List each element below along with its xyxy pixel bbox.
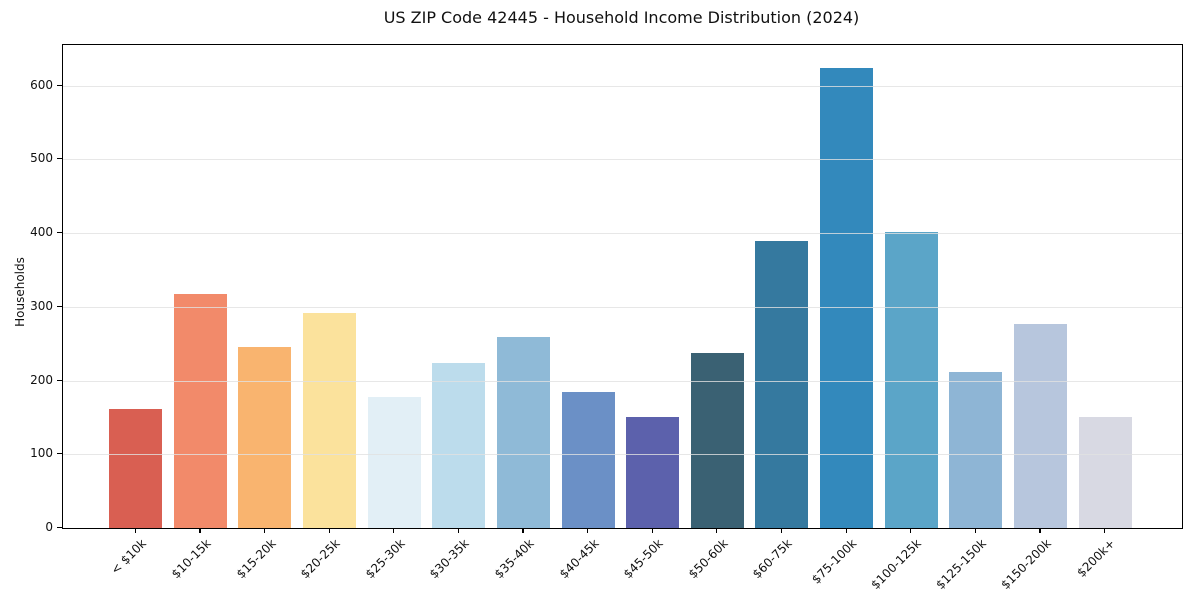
x-tick-mark-$50-60k bbox=[716, 528, 718, 533]
x-tick-mark-$15-20k bbox=[263, 528, 266, 533]
chart-title: US ZIP Code 42445 - Household Income Dis… bbox=[383, 8, 860, 27]
x-tick-label-$10-15k: $10-15k bbox=[168, 536, 214, 582]
y-tick-mark-300 bbox=[57, 305, 62, 307]
bar-$20-25k bbox=[303, 313, 357, 528]
gridline-600 bbox=[63, 85, 1182, 87]
gridline-400 bbox=[63, 233, 1182, 235]
y-tick-mark-400 bbox=[57, 232, 62, 234]
bar-$150-200k bbox=[1013, 323, 1067, 528]
gridline-500 bbox=[63, 159, 1182, 161]
x-tick-mark-$20-25k bbox=[328, 528, 330, 533]
x-tick-label-$200k+: $200k+ bbox=[1074, 536, 1119, 580]
x-tick-label-$20-25k: $20-25k bbox=[297, 536, 343, 582]
bar-$35-40k bbox=[496, 337, 550, 528]
bar-$200k+ bbox=[1078, 417, 1132, 528]
bar-$10-15k bbox=[173, 293, 227, 528]
x-tick-label-$125-150k: $125-150k bbox=[933, 536, 989, 590]
y-tick-mark-500 bbox=[57, 158, 62, 160]
x-tick-label-$40-45k: $40-45k bbox=[556, 536, 602, 582]
x-tick-label-$60-75k: $60-75k bbox=[750, 536, 796, 582]
bar-$45-50k bbox=[626, 417, 680, 528]
y-tick-mark-200 bbox=[57, 379, 62, 381]
y-tick-label-300: 300 bbox=[30, 298, 53, 313]
x-tick-label-$75-100k: $75-100k bbox=[809, 536, 860, 587]
x-tick-label-$150-200k: $150-200k bbox=[997, 536, 1054, 590]
x-tick-mark-$60-75k bbox=[780, 528, 783, 533]
x-tick-label-$25-30k: $25-30k bbox=[362, 536, 408, 582]
bar-$60-75k bbox=[755, 241, 809, 528]
x-tick-label-< $10k: < $10k bbox=[108, 536, 149, 578]
bar-< $10k bbox=[109, 409, 163, 528]
x-tick-mark-$150-200k bbox=[1039, 528, 1041, 533]
bar-$15-20k bbox=[238, 346, 292, 528]
x-tick-label-$15-20k: $15-20k bbox=[233, 536, 279, 582]
x-tick-mark-$40-45k bbox=[587, 528, 589, 533]
bar-$40-45k bbox=[561, 391, 615, 528]
bar-$50-60k bbox=[690, 353, 744, 528]
x-tick-mark-$25-30k bbox=[393, 528, 395, 533]
y-tick-label-600: 600 bbox=[30, 77, 53, 92]
y-tick-label-200: 200 bbox=[30, 372, 53, 387]
bar-$100-125k bbox=[884, 231, 938, 528]
bar-$75-100k bbox=[820, 67, 874, 528]
x-tick-mark-$75-100k bbox=[845, 528, 847, 533]
x-tick-label-$45-50k: $45-50k bbox=[620, 536, 666, 582]
gridline-300 bbox=[63, 306, 1182, 308]
y-tick-mark-100 bbox=[57, 453, 62, 455]
y-tick-mark-600 bbox=[57, 84, 62, 86]
y-tick-label-400: 400 bbox=[30, 225, 53, 240]
x-tick-mark-$100-125k bbox=[910, 528, 912, 533]
x-tick-mark-$200k+ bbox=[1104, 528, 1106, 533]
x-tick-mark-$35-40k bbox=[522, 528, 524, 533]
bar-$25-30k bbox=[367, 396, 421, 528]
plot-area bbox=[62, 44, 1183, 529]
y-axis-label: Households bbox=[13, 257, 27, 327]
x-tick-mark-$30-35k bbox=[457, 528, 459, 533]
y-tick-label-100: 100 bbox=[30, 446, 53, 461]
x-tick-label-$50-60k: $50-60k bbox=[685, 536, 731, 582]
y-tick-label-500: 500 bbox=[30, 151, 53, 166]
x-tick-label-$100-125k: $100-125k bbox=[868, 536, 925, 590]
x-tick-mark-$10-15k bbox=[199, 528, 201, 533]
y-tick-mark-0 bbox=[57, 527, 62, 529]
bar-$30-35k bbox=[432, 362, 486, 528]
x-tick-label-$35-40k: $35-40k bbox=[491, 536, 537, 582]
x-tick-mark-$125-150k bbox=[974, 528, 976, 533]
y-tick-label-0: 0 bbox=[45, 520, 53, 534]
x-tick-label-$30-35k: $30-35k bbox=[427, 536, 473, 582]
x-tick-mark-$45-50k bbox=[651, 528, 653, 533]
bar-$125-150k bbox=[949, 372, 1003, 528]
x-tick-mark-< $10k bbox=[134, 528, 136, 533]
